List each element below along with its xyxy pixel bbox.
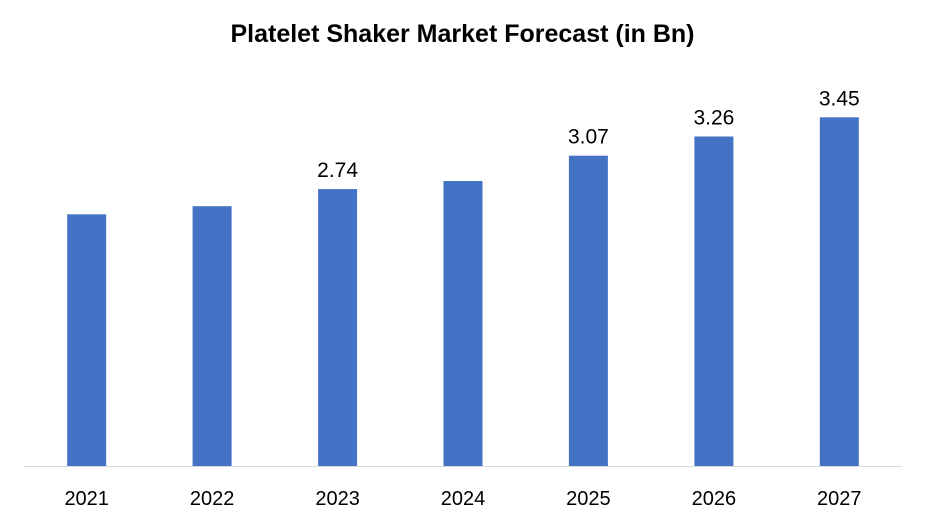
x-tick-labels: 2021 2022 2023 2024 2025 2026 2027 <box>64 488 861 510</box>
bar-2027 <box>819 117 859 467</box>
data-label-2023: 2.74 <box>317 159 358 182</box>
x-tick-label-2027: 2027 <box>817 488 862 510</box>
bar-2024 <box>443 181 483 466</box>
bar-2025 <box>568 155 608 466</box>
data-label-2025: 3.07 <box>568 126 609 149</box>
bar-2026 <box>694 136 734 466</box>
data-labels-layer: 2.74 3.07 3.26 3.45 <box>317 87 860 182</box>
x-tick-label-2026: 2026 <box>692 488 737 510</box>
data-label-2027: 3.45 <box>819 87 860 110</box>
bar-2022 <box>192 206 232 466</box>
chart-title: Platelet Shaker Market Forecast (in Bn) <box>230 20 695 48</box>
bar-2023 <box>318 189 358 466</box>
bars-layer <box>67 117 859 467</box>
x-tick-label-2022: 2022 <box>190 488 235 510</box>
bar-2021 <box>67 214 107 466</box>
x-tick-label-2023: 2023 <box>315 488 360 510</box>
x-tick-label-2021: 2021 <box>64 488 109 510</box>
data-label-2026: 3.26 <box>693 107 734 130</box>
x-tick-label-2024: 2024 <box>441 488 486 510</box>
x-tick-label-2025: 2025 <box>566 488 611 510</box>
